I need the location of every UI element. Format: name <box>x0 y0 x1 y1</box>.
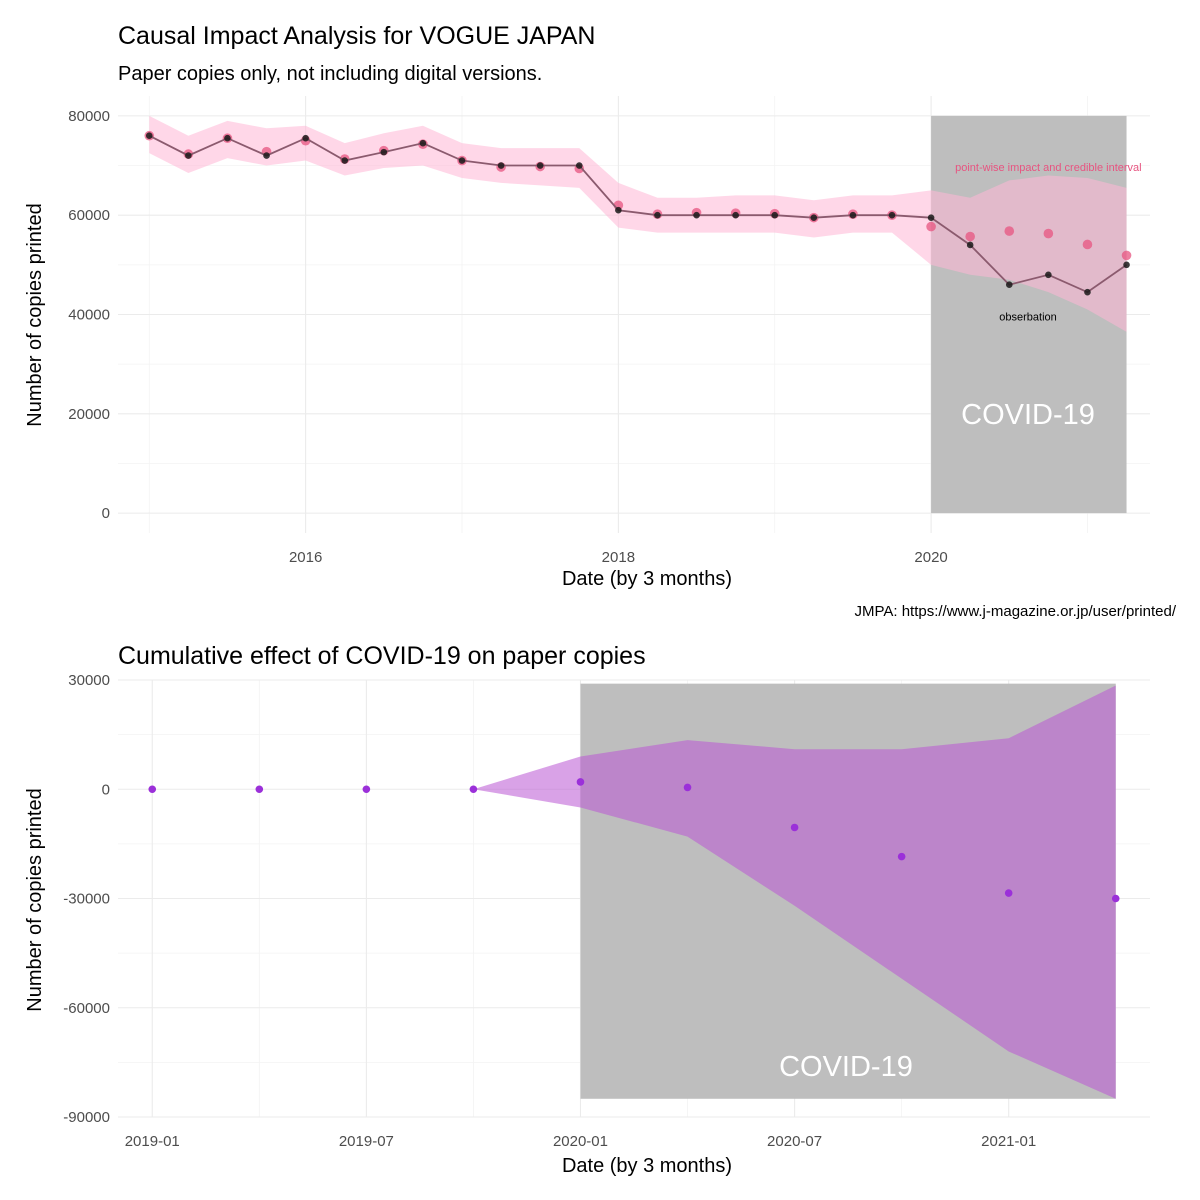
impact-prediction-interval-band <box>149 115 1127 332</box>
cumulative-effect-point <box>1111 894 1120 903</box>
impact-x-tick-label: 2016 <box>289 549 322 566</box>
impact-observation-point <box>224 134 231 142</box>
cumulative-chart-title: Cumulative effect of COVID-19 on paper c… <box>118 642 646 670</box>
impact-y-tick-label: 40000 <box>68 307 110 324</box>
impact-observation-point <box>341 157 349 164</box>
impact-prediction-point <box>1082 239 1093 250</box>
cumulative-y-axis-ticks: -90000 -60000 -30000 0 30000 <box>63 672 110 1126</box>
cumulative-effect-point <box>790 823 799 832</box>
impact-observation-point <box>302 134 309 142</box>
impact-prediction-point <box>926 221 936 232</box>
impact-chart-subtitle: Paper copies only, not including digital… <box>118 63 542 85</box>
impact-x-axis-title: Date (by 3 months) <box>562 568 732 590</box>
impact-observation-point <box>849 211 857 219</box>
impact-observation-point <box>732 211 739 219</box>
cumulative-x-tick-label: 2019-07 <box>339 1133 394 1150</box>
cumulative-x-tick-label: 2019-01 <box>125 1133 180 1150</box>
impact-chart-panel: Causal Impact Analysis for VOGUE JAPAN P… <box>24 22 1177 620</box>
cumulative-cumulative-interval-band <box>473 685 1116 1099</box>
impact-observation-point <box>419 139 427 147</box>
cumulative-x-tick-label: 2021-01 <box>981 1133 1036 1150</box>
impact-x-tick-label: 2020 <box>914 549 947 566</box>
impact-observation-point <box>888 211 896 219</box>
impact-y-axis-ticks: 0 20000 40000 60000 80000 <box>68 108 110 522</box>
cumulative-effect-point <box>255 785 264 794</box>
impact-observation-point <box>927 214 935 221</box>
source-caption: JMPA: https://www.j-magazine.or.jp/user/… <box>854 603 1176 620</box>
cumulative-y-tick-label: -90000 <box>63 1109 110 1126</box>
impact-y-tick-label: 0 <box>102 505 110 522</box>
cumulative-effect-point <box>362 785 371 794</box>
impact-observation-point <box>536 162 544 169</box>
impact-y-tick-label: 20000 <box>68 406 110 423</box>
cumulative-y-tick-label: 30000 <box>68 672 110 689</box>
impact-observation-point <box>185 152 192 159</box>
impact-observation-point <box>458 157 466 164</box>
impact-observation-point <box>693 211 700 219</box>
cumulative-y-tick-label: -30000 <box>63 891 110 908</box>
cumulative-chart-panel: Cumulative effect of COVID-19 on paper c… <box>24 642 1150 1177</box>
impact-observation-point <box>654 211 661 219</box>
impact-prediction-point <box>1004 226 1015 236</box>
cumulative-y-axis-title: Number of copies printed <box>24 788 46 1011</box>
cumulative-y-tick-label: 0 <box>102 781 110 798</box>
impact-observation-line <box>148 134 1128 294</box>
impact-observation-point <box>145 132 153 140</box>
impact-covid-label: COVID-19 <box>961 399 1095 431</box>
cumulative-effect-point <box>576 778 585 786</box>
impact-annotation: point-wise impact and credible interval <box>955 162 1141 174</box>
impact-observation-point <box>966 241 974 249</box>
cumulative-effect-point <box>148 785 157 794</box>
cumulative-effect-point <box>1004 889 1013 897</box>
cumulative-x-axis-title: Date (by 3 months) <box>562 1155 732 1177</box>
impact-chart-annotations: point-wise impact and credible interval o… <box>955 162 1141 323</box>
impact-y-axis-title: Number of copies printed <box>24 203 46 426</box>
impact-prediction-point <box>965 231 975 242</box>
cumulative-effect-point <box>469 785 478 794</box>
impact-chart-series <box>144 115 1132 332</box>
impact-observation-point <box>575 162 583 169</box>
impact-prediction-point <box>1121 250 1132 261</box>
cumulative-effect-point <box>683 783 692 792</box>
cumulative-covid-label: COVID-19 <box>779 1051 913 1083</box>
cumulative-x-tick-label: 2020-07 <box>767 1133 822 1150</box>
impact-observation-point <box>810 214 818 221</box>
impact-observation-point <box>771 211 779 219</box>
impact-observation-point <box>1045 271 1052 279</box>
impact-chart-title: Causal Impact Analysis for VOGUE JAPAN <box>118 22 595 50</box>
impact-observation-point <box>497 162 505 169</box>
impact-observation-point <box>263 152 270 159</box>
impact-y-tick-label: 80000 <box>68 108 110 125</box>
impact-observation-point <box>1005 281 1013 289</box>
impact-x-tick-label: 2018 <box>602 549 635 566</box>
impact-observation-point <box>1084 288 1091 296</box>
cumulative-chart-series <box>148 685 1120 1099</box>
impact-observation-point <box>1123 261 1130 269</box>
impact-y-tick-label: 60000 <box>68 207 110 224</box>
impact-x-axis-ticks: 2016 2018 2020 <box>289 549 948 566</box>
impact-prediction-point <box>1043 228 1054 239</box>
impact-annotation: obserbation <box>999 311 1057 323</box>
cumulative-effect-point <box>897 852 906 861</box>
cumulative-x-tick-label: 2020-01 <box>553 1133 608 1150</box>
impact-observation-point <box>380 148 388 156</box>
cumulative-y-tick-label: -60000 <box>63 1000 110 1017</box>
cumulative-x-axis-ticks: 2019-01 2019-07 2020-01 2020-07 2021-01 <box>125 1133 1036 1150</box>
impact-observation-point <box>615 206 622 214</box>
